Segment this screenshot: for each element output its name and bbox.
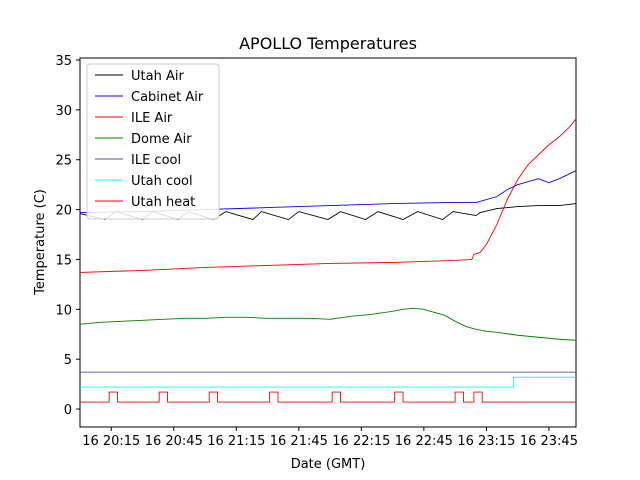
y-tick-label: 25 [55,154,72,169]
x-tick-label: 16 20:45 [145,434,203,449]
x-tick-label: 16 21:45 [270,434,328,449]
x-tick-label: 16 22:45 [395,434,453,449]
x-tick-label: 16 23:15 [457,434,515,449]
y-tick-label: 35 [55,54,72,69]
chart-title: APOLLO Temperatures [239,34,417,53]
y-tick-label: 5 [64,353,72,368]
x-tick-label: 16 21:15 [207,434,265,449]
y-tick-label: 0 [64,403,72,418]
legend-label: Dome Air [131,132,192,147]
y-tick-label: 15 [55,253,72,268]
legend-label: Utah cool [131,174,193,189]
plot-area [79,57,577,428]
x-axis: 16 20:15 16 20:45 16 21:15 16 21:45 16 22:15… [82,427,578,449]
series-line-utah-cool [80,376,576,388]
y-axis: 0 5 10 15 20 25 30 35 [55,54,80,418]
legend-label: ILE cool [131,153,181,168]
y-axis-label: Temperature (C) [33,189,48,296]
series-line-ile-air [79,118,577,273]
x-axis-label: Date (GMT) [291,457,366,472]
x-tick-label: 16 20:15 [82,434,140,449]
legend-label: ILE Air [131,111,173,126]
legend-label: Cabinet Air [131,90,204,105]
legend-label: Utah Air [131,69,184,84]
legend-label: Utah heat [131,195,195,210]
series-line-utah-heat [80,391,576,403]
series-line-dome-air [79,307,577,341]
y-tick-label: 10 [55,303,72,318]
legend: Utah Air Cabinet Air ILE Air Dome Air ILE co… [86,63,220,220]
x-tick-label: 16 23:45 [520,434,578,449]
y-tick-label: 30 [55,104,72,119]
y-tick-label: 20 [55,204,72,219]
x-tick-label: 16 22:15 [332,434,390,449]
series-line-cabinet-air [79,170,577,214]
